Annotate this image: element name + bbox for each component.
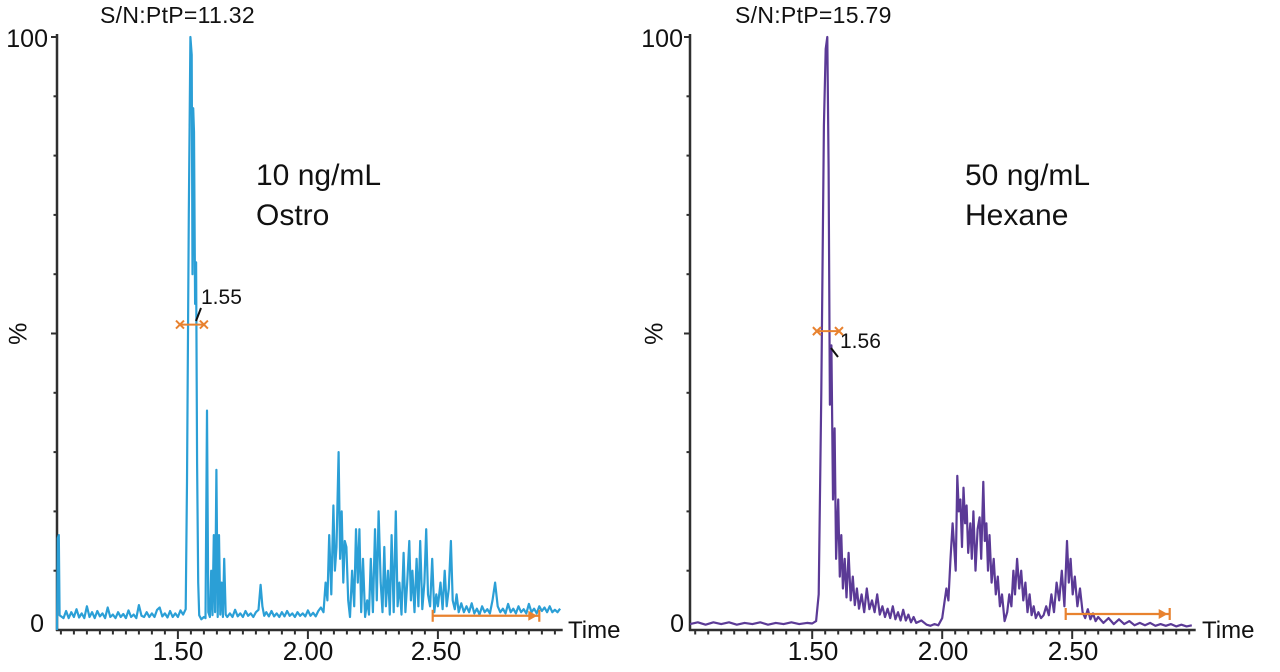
y-tick-0-right: 0 xyxy=(670,610,684,638)
noise-region-marker-right xyxy=(1064,607,1171,620)
peak-label-leader-right xyxy=(830,347,839,358)
x-tick-250-left: 2.50 xyxy=(410,636,462,666)
trace-right xyxy=(689,35,1193,628)
peak-rt-label-right: 1.56 xyxy=(840,330,881,353)
x-tick-200-right: 2.00 xyxy=(917,636,969,666)
annotation-left: 10 ng/mL Ostro xyxy=(256,156,381,236)
peak-width-marker-right xyxy=(812,326,844,336)
sn-ptp-label-left: S/N:PtP=11.32 xyxy=(100,2,255,28)
annotation-right-line2: Hexane xyxy=(965,199,1069,232)
peak-rt-label-left: 1.55 xyxy=(201,286,242,309)
y-axis-label-left: % xyxy=(4,322,33,345)
x-tick-200-left: 2.00 xyxy=(282,636,334,666)
y-axis-label-right: % xyxy=(640,322,669,345)
x-tick-150-right: 1.50 xyxy=(787,636,839,666)
x-axis-label-right: Time xyxy=(1202,617,1255,644)
annotation-right: 50 ng/mL Hexane xyxy=(965,156,1090,236)
y-tick-0-left: 0 xyxy=(30,610,44,638)
annotation-right-line1: 50 ng/mL xyxy=(965,159,1091,192)
annotation-left-line2: Ostro xyxy=(256,199,330,232)
y-tick-100-right: 100 xyxy=(641,25,683,53)
noise-region-marker-left xyxy=(431,609,541,622)
annotation-left-line1: 10 ng/mL xyxy=(256,159,382,192)
sn-ptp-label-right: S/N:PtP=15.79 xyxy=(735,2,892,28)
trace-left xyxy=(55,35,561,631)
x-axis-label-left: Time xyxy=(568,617,621,644)
peak-label-leader-left xyxy=(195,307,202,322)
x-tick-250-right: 2.50 xyxy=(1047,636,1099,666)
peak-width-marker-left xyxy=(175,319,209,330)
x-tick-150-left: 1.50 xyxy=(152,636,204,666)
y-tick-100-left: 100 xyxy=(6,25,48,53)
